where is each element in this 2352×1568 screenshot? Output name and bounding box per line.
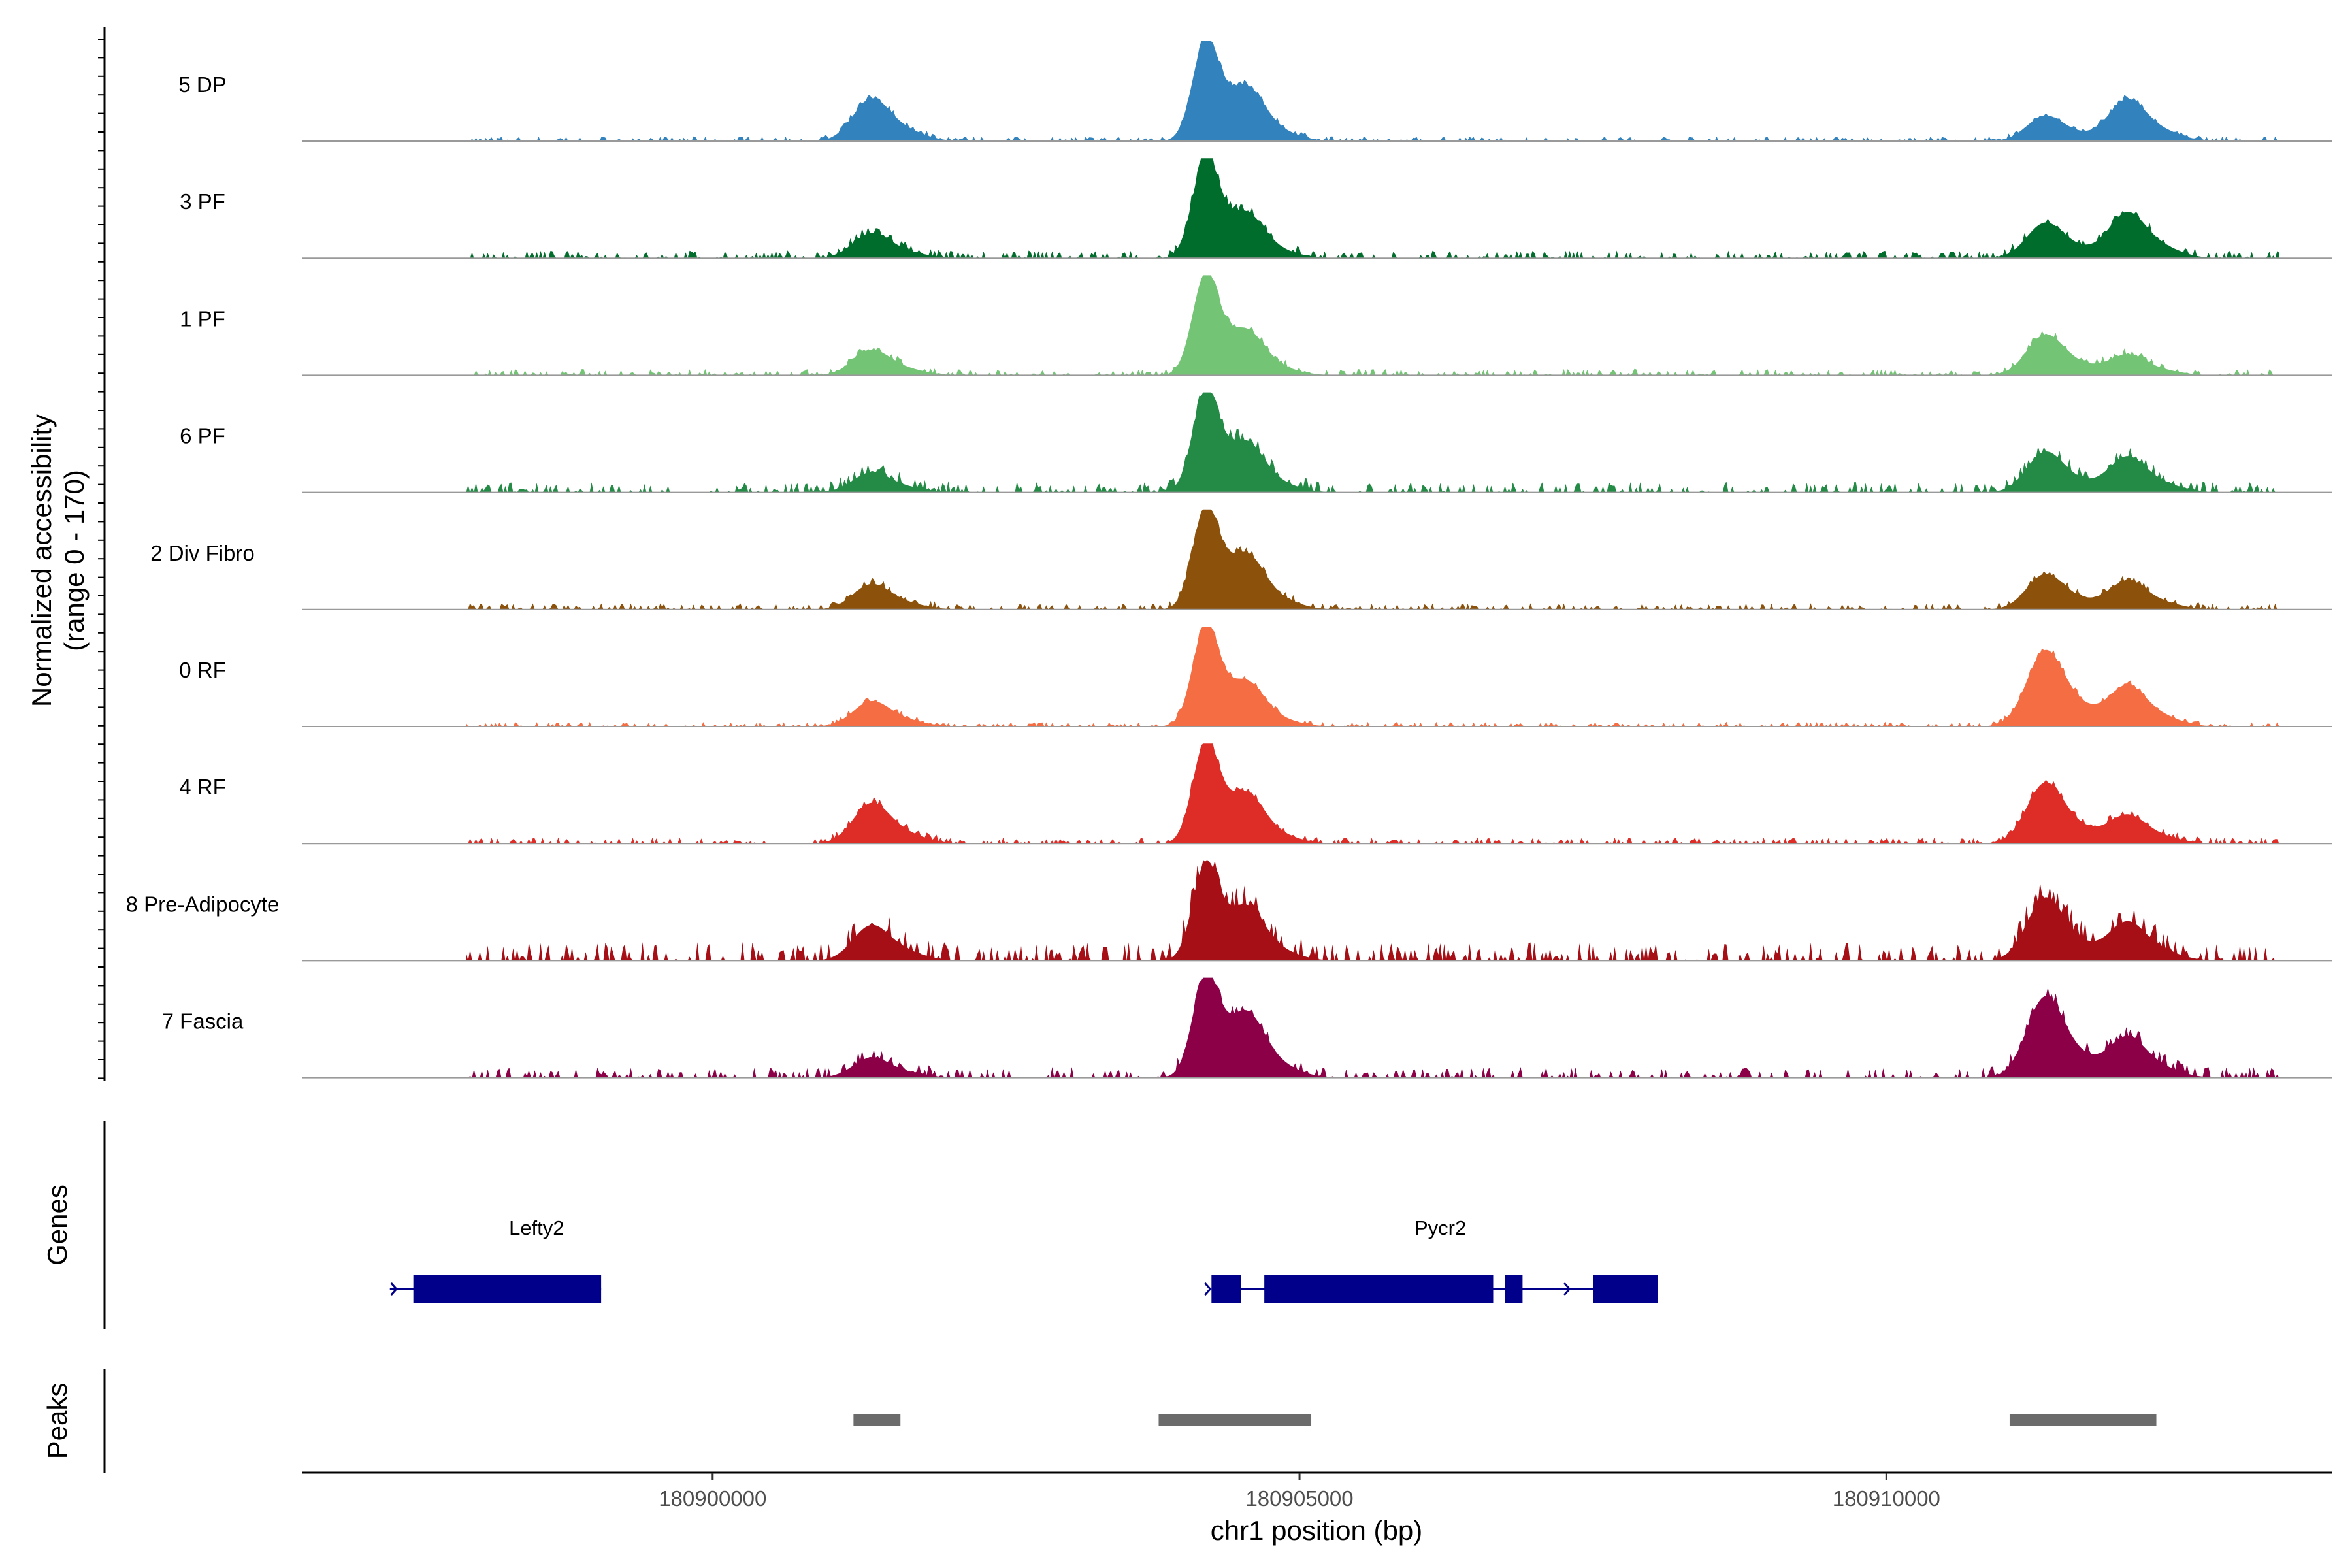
strand-arrow <box>1204 1282 1212 1296</box>
track-label: 3 PF <box>180 189 225 214</box>
x-tick-label: 180910000 <box>1833 1486 1940 1511</box>
strand-arrow <box>390 1282 398 1296</box>
coverage-area <box>466 977 2280 1078</box>
track-label: 5 DP <box>178 73 226 97</box>
gene-label: Lefty2 <box>509 1217 564 1239</box>
y-axis-subtitle: (range 0 - 170) <box>59 470 90 651</box>
genes-track-title: Genes <box>42 1184 73 1266</box>
gene-label: Pycr2 <box>1414 1217 1466 1239</box>
strand-arrow <box>1563 1282 1571 1296</box>
gene-exon <box>1211 1275 1241 1303</box>
x-axis-title: chr1 position (bp) <box>1211 1515 1423 1546</box>
coverage-area <box>466 743 2280 844</box>
track-label: 4 RF <box>179 775 226 799</box>
peaks-track-title: Peaks <box>42 1383 73 1460</box>
coverage-area <box>466 509 2280 610</box>
track-label: 0 RF <box>179 658 226 682</box>
coverage-area <box>466 275 2280 376</box>
track-label: 7 Fascia <box>162 1009 244 1034</box>
peak-bar <box>1158 1414 1312 1426</box>
gene-exon <box>1264 1275 1494 1303</box>
coverage-area <box>466 860 2280 961</box>
x-tick-label: 180905000 <box>1245 1486 1353 1511</box>
peak-bar <box>853 1414 901 1426</box>
coverage-area <box>466 627 2280 727</box>
track-label: 6 PF <box>180 424 225 448</box>
genes-track: Lefty2 Pycr2 <box>389 1217 1658 1303</box>
x-axis-ticks: 180900000 180905000 180910000 <box>659 1473 1940 1511</box>
peak-bar <box>2009 1414 2157 1426</box>
gene-exon <box>1505 1275 1523 1303</box>
coverage-area <box>466 392 2280 493</box>
coverage-area <box>466 158 2280 259</box>
gene-exon <box>1593 1275 1658 1303</box>
coverage-y-axis-ticks <box>98 39 105 1079</box>
gene-exon <box>413 1275 602 1303</box>
coverage-area <box>466 41 2280 141</box>
x-tick-label: 180900000 <box>659 1486 766 1511</box>
track-label: 1 PF <box>180 306 225 331</box>
peaks-track <box>853 1414 2157 1426</box>
coverage-tracks: 5 DP 3 PF 1 PF 6 PF 2 Div Fibro 0 RF 4 RF 8 Pre… <box>126 41 2332 1079</box>
y-axis-title: Normalized accessibility <box>26 414 57 707</box>
track-label: 8 Pre-Adipocyte <box>126 892 280 916</box>
track-label: 2 Div Fibro <box>150 541 255 565</box>
